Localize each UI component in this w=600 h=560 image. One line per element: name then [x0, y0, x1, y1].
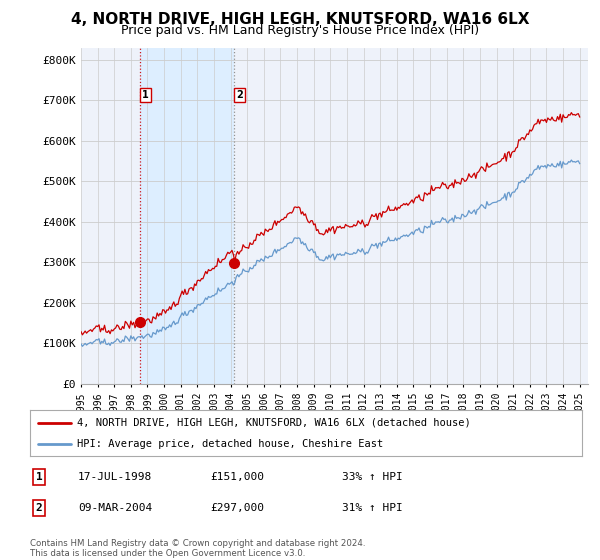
- Text: 09-MAR-2004: 09-MAR-2004: [78, 503, 152, 513]
- Text: HPI: Average price, detached house, Cheshire East: HPI: Average price, detached house, Ches…: [77, 439, 383, 449]
- Text: 31% ↑ HPI: 31% ↑ HPI: [342, 503, 403, 513]
- Text: Price paid vs. HM Land Registry's House Price Index (HPI): Price paid vs. HM Land Registry's House …: [121, 24, 479, 37]
- Text: £151,000: £151,000: [210, 472, 264, 482]
- Text: 4, NORTH DRIVE, HIGH LEGH, KNUTSFORD, WA16 6LX: 4, NORTH DRIVE, HIGH LEGH, KNUTSFORD, WA…: [71, 12, 529, 27]
- Text: 2: 2: [35, 503, 43, 513]
- Text: £297,000: £297,000: [210, 503, 264, 513]
- Text: 33% ↑ HPI: 33% ↑ HPI: [342, 472, 403, 482]
- Bar: [140, 48, 234, 384]
- Text: 1: 1: [142, 90, 149, 100]
- Text: Contains HM Land Registry data © Crown copyright and database right 2024.
This d: Contains HM Land Registry data © Crown c…: [30, 539, 365, 558]
- Text: 1: 1: [35, 472, 43, 482]
- Text: 4, NORTH DRIVE, HIGH LEGH, KNUTSFORD, WA16 6LX (detached house): 4, NORTH DRIVE, HIGH LEGH, KNUTSFORD, WA…: [77, 418, 470, 428]
- Text: 2: 2: [236, 90, 243, 100]
- Text: 17-JUL-1998: 17-JUL-1998: [78, 472, 152, 482]
